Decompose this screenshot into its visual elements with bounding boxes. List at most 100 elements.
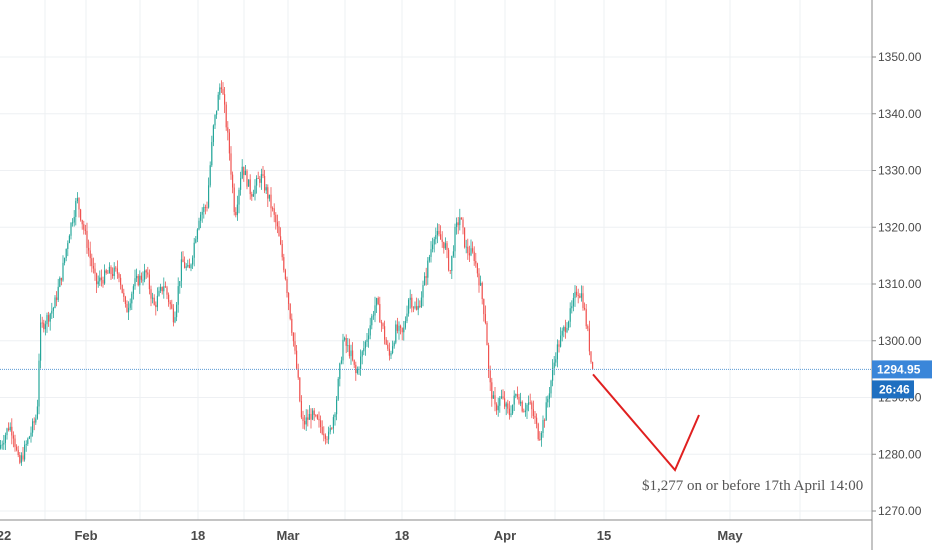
candle-body <box>528 402 530 405</box>
candle-body <box>315 414 317 416</box>
candle-body <box>163 286 165 292</box>
candle-body <box>276 222 278 227</box>
candle-body <box>536 417 538 424</box>
candle-body <box>425 276 427 278</box>
candle-body <box>20 455 22 463</box>
candle-body <box>377 298 379 305</box>
candle-body <box>286 279 288 294</box>
candle-body <box>548 393 550 399</box>
candle-body <box>104 270 106 284</box>
candle-body <box>550 380 552 394</box>
price-axis-label: 1330.00 <box>878 164 922 178</box>
candle-body <box>582 293 584 308</box>
time-axis-label: 18 <box>395 528 409 543</box>
candle-body <box>248 179 250 187</box>
candle-body <box>70 222 72 236</box>
candle-body <box>390 352 392 356</box>
candle-body <box>54 297 56 309</box>
candle-body <box>476 263 478 274</box>
time-axis-label: Apr <box>494 528 516 543</box>
price-axis-label: 1270.00 <box>878 504 922 518</box>
candle-body <box>201 211 203 215</box>
candle-body <box>366 339 368 342</box>
candle-body <box>529 402 531 404</box>
candle-body <box>152 297 154 299</box>
candle-body <box>193 242 195 258</box>
candle-body <box>492 395 494 399</box>
candle-body <box>307 417 309 420</box>
candle-body <box>140 275 142 280</box>
candle-body <box>257 178 259 179</box>
candle-body <box>520 401 522 404</box>
candle-body <box>336 399 338 415</box>
candle-body <box>481 282 483 299</box>
candle-body <box>86 230 88 248</box>
candle-body <box>291 318 293 333</box>
candle-body <box>174 317 176 323</box>
candle-body <box>22 455 24 460</box>
candle-body <box>587 326 589 329</box>
countdown-badge <box>872 380 914 399</box>
candle-body <box>392 346 394 353</box>
candle-body <box>217 94 219 111</box>
time-axis-label: May <box>717 528 743 543</box>
candle-body <box>304 421 306 425</box>
price-axis-label: 1320.00 <box>878 220 922 234</box>
candle-body <box>155 304 157 308</box>
candle-body <box>540 433 542 440</box>
candle-body <box>385 339 387 345</box>
candle-body <box>396 324 398 331</box>
candle-body <box>148 274 150 290</box>
candle-body <box>105 270 107 273</box>
candle-body <box>331 428 333 429</box>
candle-body <box>200 214 202 221</box>
candle-body <box>547 398 549 403</box>
candle-body <box>364 341 366 349</box>
candle-body <box>444 243 446 249</box>
candle-body <box>337 378 339 400</box>
time-axis-label: Feb <box>74 528 97 543</box>
candle-body <box>577 295 579 296</box>
candle-body <box>296 350 298 369</box>
candle-body <box>180 259 182 282</box>
candle-body <box>294 341 296 351</box>
candle-body <box>302 417 304 422</box>
candle-body <box>324 435 326 439</box>
candle-body <box>32 421 34 433</box>
candle-body <box>374 305 376 316</box>
price-axis-label: 1350.00 <box>878 50 922 64</box>
candle-body <box>110 266 112 275</box>
candle-body <box>259 178 261 183</box>
price-axis-label: 1310.00 <box>878 277 922 291</box>
candle-body <box>332 417 334 429</box>
candle-body <box>484 314 486 323</box>
candle-body <box>184 262 186 268</box>
candle-body <box>300 401 302 418</box>
candle-body <box>198 220 200 230</box>
candle-body <box>297 368 299 378</box>
candle-body <box>40 322 42 361</box>
candle-body <box>267 187 269 199</box>
candle-body <box>502 396 504 399</box>
candle-body <box>462 219 464 228</box>
candle-body <box>393 342 395 347</box>
candle-body <box>441 239 443 242</box>
candle-body <box>6 428 8 436</box>
candle-body <box>417 305 419 310</box>
candle-body <box>475 260 477 264</box>
candle-body <box>358 369 360 370</box>
candle-body <box>387 344 389 349</box>
candle-body <box>192 257 194 265</box>
candle-body <box>220 87 222 90</box>
candle-body <box>185 266 187 268</box>
candle-body <box>132 286 134 294</box>
candle-body <box>510 413 512 416</box>
candle-body <box>524 410 526 412</box>
candle-body <box>526 404 528 411</box>
candle-body <box>384 326 386 340</box>
candle-body <box>347 345 349 347</box>
candle-body <box>355 364 357 374</box>
